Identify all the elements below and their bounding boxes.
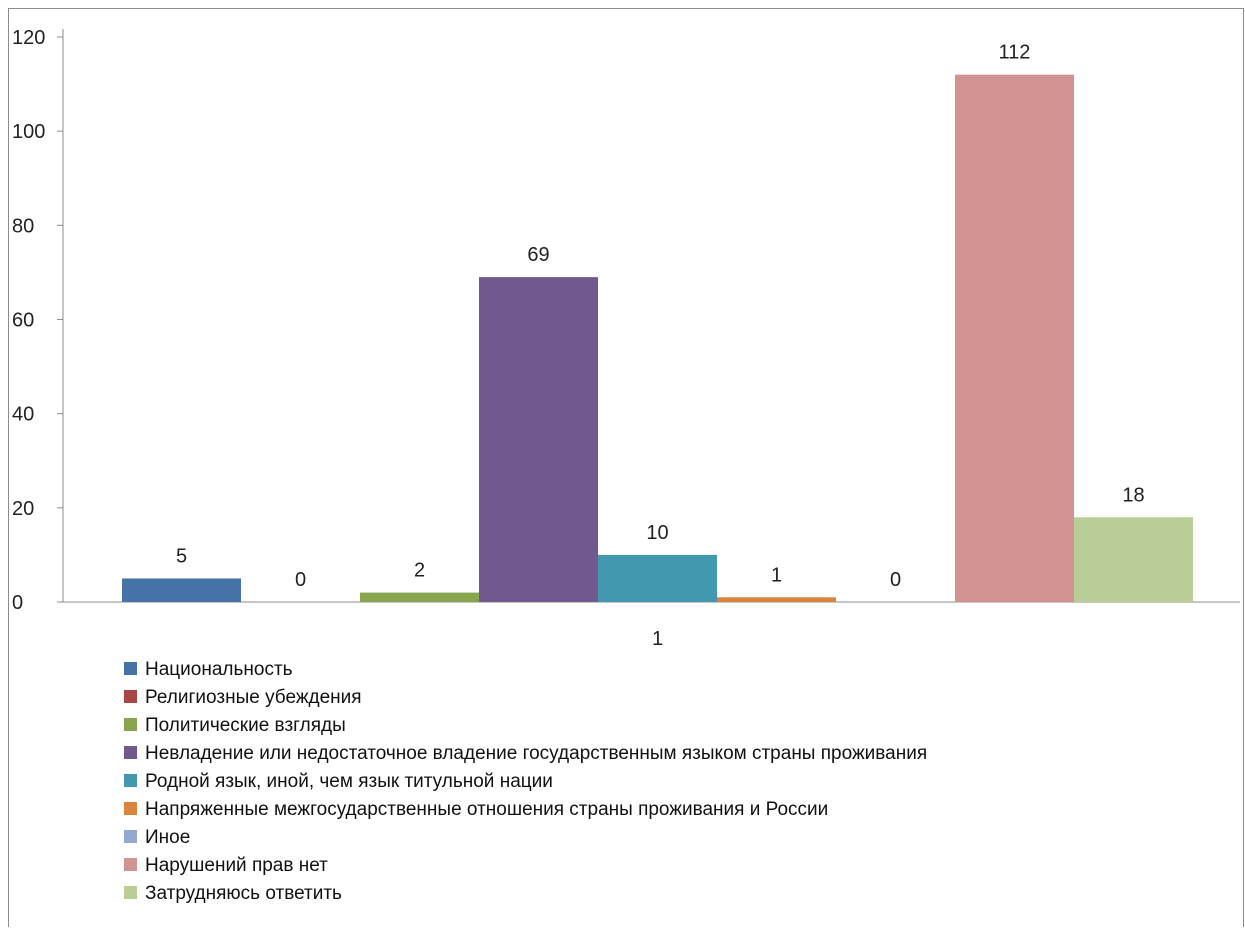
y-tick-label: 0 bbox=[12, 592, 23, 614]
legend-label: Напряженные межгосударственные отношения… bbox=[145, 799, 828, 820]
legend-swatch bbox=[124, 690, 137, 703]
legend-label: Родной язык, иной, чем язык титульной на… bbox=[145, 771, 553, 792]
data-label: 2 bbox=[414, 560, 425, 582]
legend-swatch bbox=[124, 802, 137, 815]
legend-label: Иное bbox=[145, 827, 190, 848]
bar bbox=[360, 592, 479, 602]
data-label: 18 bbox=[1122, 484, 1144, 506]
data-label: 112 bbox=[999, 42, 1031, 64]
data-label: 0 bbox=[295, 569, 306, 591]
legend-label: Религиозные убеждения bbox=[145, 687, 362, 708]
data-label: 10 bbox=[646, 522, 668, 544]
y-tick-label: 120 bbox=[12, 27, 45, 49]
bar bbox=[122, 578, 241, 602]
legend-label: Затрудняюсь ответить bbox=[145, 883, 342, 904]
bar bbox=[955, 74, 1074, 602]
y-tick-label: 60 bbox=[12, 310, 34, 332]
y-tick-label: 40 bbox=[12, 404, 34, 426]
data-label: 0 bbox=[890, 569, 901, 591]
bar bbox=[479, 277, 598, 602]
legend-label: Политические взгляды bbox=[145, 715, 346, 736]
legend-swatch bbox=[124, 774, 137, 787]
legend-swatch bbox=[124, 718, 137, 731]
data-label: 1 bbox=[771, 564, 782, 586]
y-tick-label: 80 bbox=[12, 215, 34, 237]
legend-label: Невладение или недостаточное владение го… bbox=[145, 743, 927, 764]
bar bbox=[598, 554, 717, 602]
category-label: 1 bbox=[652, 628, 663, 650]
data-label: 69 bbox=[527, 244, 549, 266]
legend-swatch bbox=[124, 886, 137, 899]
bar bbox=[717, 597, 836, 602]
legend-label: Национальность bbox=[145, 659, 293, 680]
data-label: 5 bbox=[176, 545, 187, 567]
legend-swatch bbox=[124, 830, 137, 843]
y-tick-label: 100 bbox=[12, 121, 45, 143]
legend-label: Нарушений прав нет bbox=[145, 855, 328, 876]
legend-swatch bbox=[124, 662, 137, 675]
y-tick-label: 20 bbox=[12, 498, 34, 520]
legend-swatch bbox=[124, 746, 137, 759]
bar bbox=[1074, 517, 1193, 602]
legend-swatch bbox=[124, 858, 137, 871]
